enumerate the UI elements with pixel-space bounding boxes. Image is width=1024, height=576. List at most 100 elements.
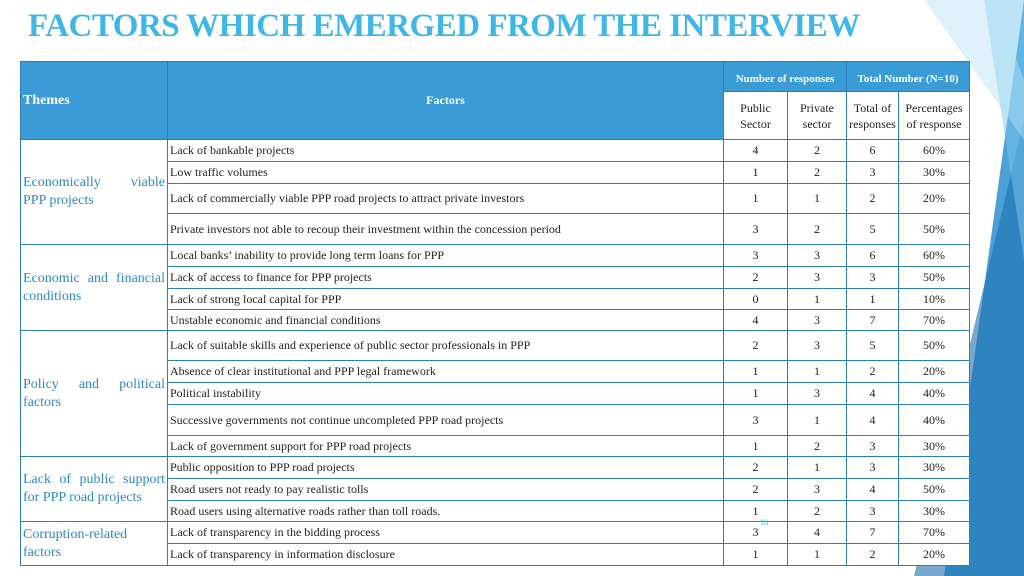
public-count-cell: 4 [723, 309, 788, 331]
factor-cell: Unstable economic and financial conditio… [167, 309, 724, 331]
total-count-cell: 2 [846, 360, 899, 383]
responses-label: responses [849, 116, 896, 131]
total-count-cell: 3 [846, 161, 899, 184]
factor-cell: Lack of strong local capital for PPP [167, 288, 724, 310]
table-row: Absence of clear institutional and PPP l… [21, 360, 970, 383]
factor-cell: Road users using alternative roads rathe… [167, 500, 724, 522]
table-row: Lack of government support for PPP road … [21, 435, 970, 457]
public-count-cell: 3 [723, 404, 788, 436]
factor-cell: Lack of suitable skills and experience o… [167, 330, 724, 361]
percentage-cell: 30% [898, 500, 970, 522]
sector-label: Sector [740, 116, 771, 131]
table-row: Lack of strong local capital for PPP 0 1 1 1… [21, 288, 970, 310]
factor-cell: Political instability [167, 382, 724, 405]
table-row: Economically viable PPP projects Lack of … [20, 139, 970, 245]
table-row: Lack of transparency in information disc… [21, 543, 970, 566]
percentage-cell: 20% [898, 543, 970, 566]
theme-cell: Lack of public support for PPP road proj… [20, 456, 168, 522]
private-count-cell: 2 [787, 139, 847, 162]
total-count-cell: 5 [846, 213, 899, 245]
table-row: Economic and financial conditions Local b… [20, 244, 970, 331]
percentage-cell: 60% [898, 244, 970, 267]
public-count-cell: 1 [723, 183, 788, 214]
slide-number: 18 [760, 518, 768, 527]
total-count-cell: 4 [846, 404, 899, 436]
total-label: Total of [853, 100, 892, 115]
private-count-cell: 2 [787, 161, 847, 184]
percentage-cell: 30% [898, 435, 970, 457]
table-row: Road users using alternative roads rathe… [21, 500, 970, 522]
themes-header: Themes [20, 61, 168, 140]
percentage-cell: 50% [898, 330, 970, 361]
factors-table-wrapper: Themes Factors Number of responses Total… [20, 61, 970, 566]
percentage-cell: 20% [898, 183, 970, 214]
private-count-cell: 1 [787, 360, 847, 383]
factor-cell: Lack of access to finance for PPP projec… [167, 266, 724, 289]
public-count-cell: 1 [723, 543, 788, 566]
private-label: Private [800, 100, 834, 115]
percentage-cell: 70% [898, 309, 970, 331]
public-sector-header: Public Sector [723, 91, 788, 140]
percentage-cell: 50% [898, 266, 970, 289]
private-count-cell: 2 [787, 213, 847, 245]
total-count-cell: 2 [846, 543, 899, 566]
table-row: Road users not ready to pay realistic to… [21, 478, 970, 501]
header-row-bottom: Public Sector Private sector Total of respo… [21, 91, 970, 140]
factors-table: Themes Factors Number of responses Total… [20, 61, 970, 566]
theme-cell: Corruption-related factors [20, 521, 168, 566]
total-number-header: Total Number (N=10) [846, 61, 970, 92]
percentage-cell: 30% [898, 456, 970, 479]
percentage-cell: 10% [898, 288, 970, 310]
percentages-label: Percentages [905, 100, 963, 115]
table-row: Lack of commercially viable PPP road pro… [21, 183, 970, 214]
public-count-cell: 4 [723, 139, 788, 162]
public-count-cell: 3 [723, 521, 788, 544]
private-count-cell: 1 [787, 456, 847, 479]
factor-cell: Lack of transparency in information disc… [167, 543, 724, 566]
private-sector-label: sector [802, 116, 832, 131]
public-count-cell: 1 [723, 360, 788, 383]
private-count-cell: 3 [787, 382, 847, 405]
factor-cell: Successive governments not continue unco… [167, 404, 724, 436]
percentage-cell: 50% [898, 478, 970, 501]
public-count-cell: 2 [723, 266, 788, 289]
percentage-header: Percentages of response [898, 91, 970, 140]
percentage-cell: 40% [898, 404, 970, 436]
total-count-cell: 1 [846, 288, 899, 310]
public-count-cell: 3 [723, 213, 788, 245]
total-count-cell: 3 [846, 500, 899, 522]
factors-header: Factors [167, 61, 724, 140]
public-count-cell: 1 [723, 435, 788, 457]
private-count-cell: 2 [787, 500, 847, 522]
factor-cell: Private investors not able to recoup the… [167, 213, 724, 245]
table-row: Lack of public support for PPP road proj… [20, 456, 970, 522]
private-count-cell: 2 [787, 435, 847, 457]
public-count-cell: 1 [723, 161, 788, 184]
percentage-cell: 60% [898, 139, 970, 162]
table-row: Lack of access to finance for PPP projec… [21, 266, 970, 289]
factor-cell: Absence of clear institutional and PPP l… [167, 360, 724, 383]
percentage-cell: 50% [898, 213, 970, 245]
total-count-cell: 6 [846, 244, 899, 267]
total-responses-header: Total of responses [846, 91, 899, 140]
private-count-cell: 3 [787, 309, 847, 331]
total-count-cell: 6 [846, 139, 899, 162]
public-count-cell: 2 [723, 456, 788, 479]
factor-cell: Road users not ready to pay realistic to… [167, 478, 724, 501]
private-count-cell: 3 [787, 244, 847, 267]
private-count-cell: 1 [787, 404, 847, 436]
theme-cell: Economically viable PPP projects [20, 139, 168, 245]
private-count-cell: 3 [787, 478, 847, 501]
private-count-cell: 1 [787, 183, 847, 214]
table-row: Political instability 1 3 4 40% [21, 382, 970, 405]
factor-cell: Lack of government support for PPP road … [167, 435, 724, 457]
private-count-cell: 3 [787, 266, 847, 289]
total-count-cell: 3 [846, 456, 899, 479]
total-count-cell: 3 [846, 266, 899, 289]
total-count-cell: 7 [846, 521, 899, 544]
table-row: Corruption-related factors Lack of transp… [20, 521, 970, 566]
factor-cell: Low traffic volumes [167, 161, 724, 184]
total-count-cell: 3 [846, 435, 899, 457]
total-count-cell: 4 [846, 382, 899, 405]
factor-cell: Lack of bankable projects [167, 139, 724, 162]
